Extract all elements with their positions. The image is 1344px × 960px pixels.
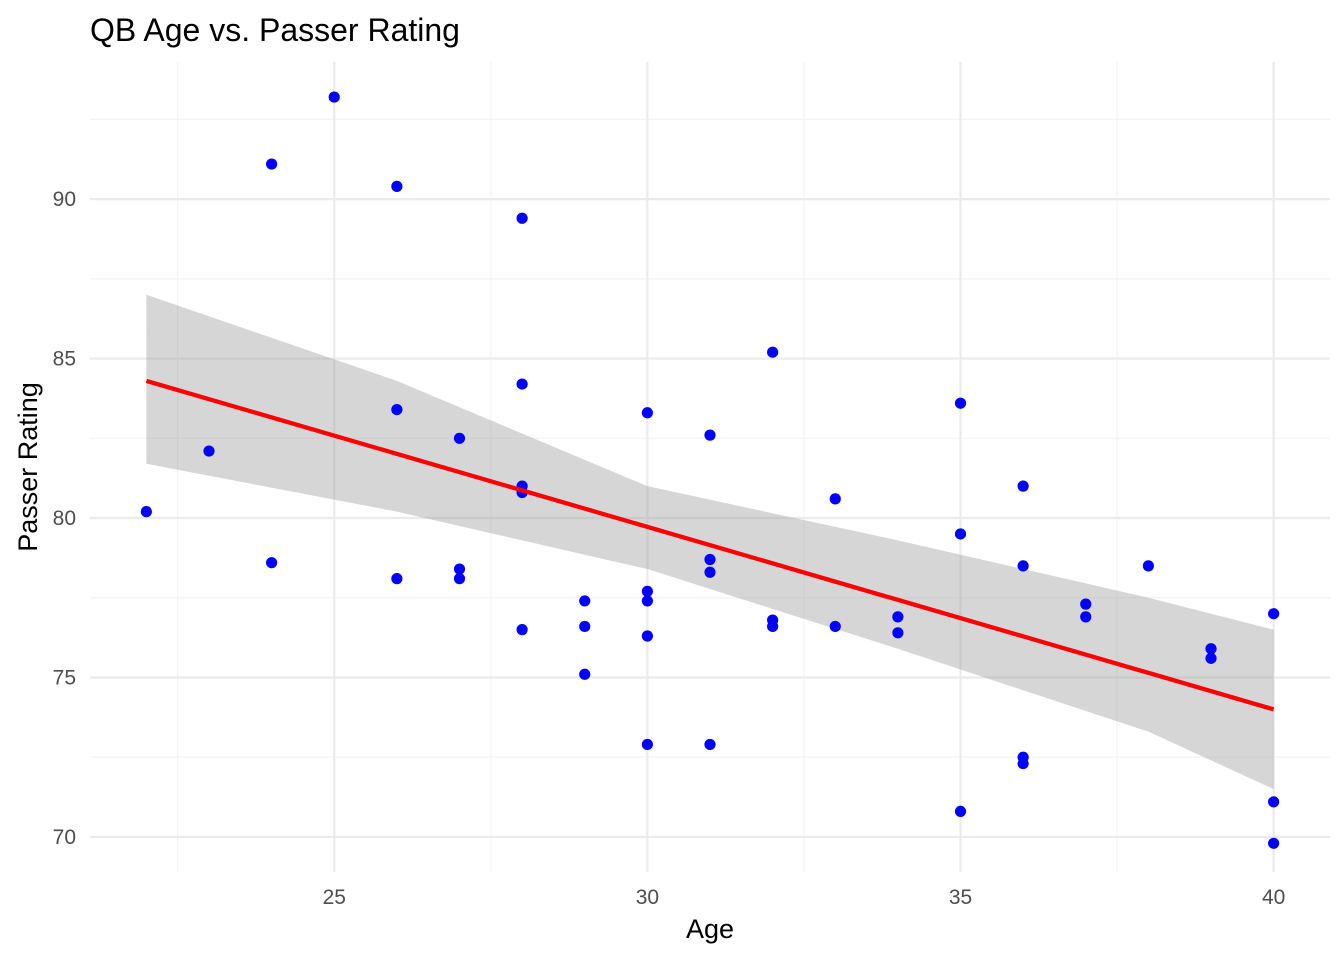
y-tick-labels: 70 75 80 85 90 [53, 188, 76, 849]
data-point [1017, 757, 1029, 770]
y-tick-label: 85 [53, 348, 76, 371]
x-tick-labels: 25 30 35 40 [323, 886, 1286, 909]
data-point [1268, 796, 1280, 808]
data-point [1205, 643, 1217, 655]
data-point [767, 620, 779, 633]
major-gridlines [90, 62, 1330, 872]
data-point [704, 553, 716, 566]
y-tick-label: 90 [53, 188, 76, 211]
data-point [1205, 652, 1217, 664]
y-tick-label: 70 [53, 826, 76, 849]
data-point [579, 620, 591, 633]
data-point [1268, 608, 1280, 620]
data-point [829, 493, 841, 505]
data-point [579, 668, 591, 680]
data-point [892, 627, 904, 639]
data-point [954, 805, 967, 818]
confidence-band [146, 294, 1274, 790]
data-point [954, 397, 967, 409]
data-point [391, 403, 403, 416]
data-point [1017, 480, 1029, 492]
data-point [641, 738, 653, 751]
data-point [1142, 560, 1154, 572]
data-point [892, 611, 904, 623]
data-point [328, 91, 340, 103]
y-tick-label: 75 [53, 666, 76, 689]
data-point [704, 429, 716, 441]
data-point [704, 566, 716, 578]
data-point [579, 595, 591, 607]
data-point [391, 573, 403, 585]
chart-title: QB Age vs. Passer Rating [90, 12, 460, 48]
data-point [391, 180, 403, 192]
data-point [954, 528, 967, 540]
y-tick-label: 80 [53, 507, 76, 530]
x-tick-label: 35 [949, 886, 972, 909]
data-point [140, 506, 152, 518]
data-point [641, 630, 653, 642]
data-point [453, 563, 466, 575]
x-tick-label: 40 [1262, 886, 1285, 909]
data-point [1080, 598, 1092, 610]
data-point [266, 557, 278, 569]
data-point [516, 378, 528, 390]
data-point [203, 445, 215, 457]
data-point [453, 432, 466, 444]
x-axis-title: Age [686, 914, 734, 944]
data-point [704, 738, 716, 751]
x-tick-label: 25 [323, 886, 346, 909]
data-point [641, 407, 653, 419]
data-point [1268, 837, 1280, 849]
data-point [641, 585, 653, 597]
minor-gridlines [90, 62, 1330, 872]
regression-line [145, 378, 1275, 712]
data-point [829, 620, 841, 633]
data-points [140, 91, 1280, 849]
data-point [1017, 560, 1029, 572]
data-point [1080, 611, 1092, 623]
x-tick-label: 30 [636, 886, 659, 909]
data-point [767, 346, 779, 358]
data-point [266, 158, 278, 170]
data-point [516, 624, 528, 636]
data-point [641, 595, 653, 607]
data-point [516, 212, 528, 224]
data-point [453, 573, 466, 585]
y-axis-title: Passer Rating [13, 382, 43, 552]
